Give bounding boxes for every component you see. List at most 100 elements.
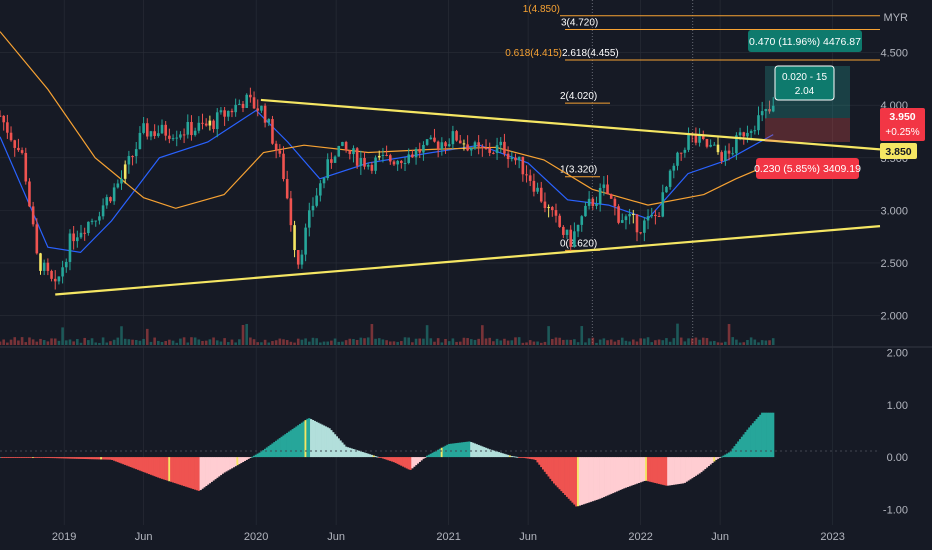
volume-bar [142, 338, 145, 345]
candle-body [569, 229, 573, 247]
trendline-price-label[interactable]: 3.850 [880, 143, 917, 159]
histogram-bar [333, 434, 337, 458]
histogram-bar [230, 457, 234, 469]
candle-body [9, 132, 13, 141]
candle-body [514, 157, 517, 161]
candle-body [17, 147, 20, 151]
volume-bar [61, 327, 64, 345]
histogram-bar [407, 457, 410, 470]
histogram-bar [387, 457, 390, 461]
histogram-bar [770, 412, 773, 458]
histogram-bar [551, 457, 554, 482]
candle-body [326, 159, 329, 179]
histogram-bar [293, 427, 296, 458]
candle-body [407, 154, 411, 164]
histogram-bar [628, 457, 631, 487]
histogram-bar [532, 457, 535, 460]
measure-range-sub: 2.04 [795, 86, 815, 97]
volume-bar [79, 342, 83, 345]
fib-level-label: 1(4.850) [523, 4, 560, 15]
candle-body [160, 124, 164, 134]
candle-body [436, 141, 440, 150]
candle-body [226, 110, 230, 117]
trendline[interactable] [260, 98, 881, 151]
measure-top[interactable]: 0.470 (11.96%) 4476.87 [748, 30, 862, 52]
volume-bar [447, 341, 451, 345]
histogram-bar [685, 457, 688, 482]
candle-body [771, 105, 775, 112]
histogram-bar [138, 457, 142, 471]
candle-body [101, 205, 105, 217]
histogram-bar [37, 457, 40, 458]
histogram-bar [400, 457, 403, 466]
candle-body [440, 142, 444, 150]
histogram-bar [67, 457, 70, 459]
histogram-bar [206, 457, 210, 485]
histogram-bar [582, 457, 585, 505]
histogram-bar [78, 457, 81, 459]
histogram-bar [337, 438, 340, 458]
histogram-bar [599, 457, 602, 499]
volume-bar [131, 339, 134, 345]
histogram-bar [575, 457, 578, 507]
histogram-bar [65, 457, 68, 459]
histogram-bar [171, 457, 175, 483]
histogram-bar [641, 457, 644, 482]
histogram-bar [195, 457, 199, 491]
volume-bar [197, 339, 201, 345]
volume-bar [698, 339, 701, 345]
candle-body [444, 142, 447, 147]
candle-body [738, 132, 742, 136]
volume-bar [661, 340, 665, 345]
histogram-bar [273, 442, 276, 458]
volume-bar [127, 339, 131, 345]
histogram-bar [13, 457, 16, 458]
histogram-bar [519, 457, 523, 458]
histogram-bar [116, 457, 119, 463]
candle-body [2, 115, 5, 123]
histogram-bar [416, 457, 420, 464]
histogram-bar [247, 457, 250, 459]
candle-body [536, 187, 539, 192]
volume-bar [735, 339, 738, 345]
histogram-bar [149, 457, 153, 475]
histogram-bar [669, 457, 672, 486]
candle-body [256, 108, 260, 111]
trendline[interactable] [55, 225, 881, 296]
fib-level-label: 3(4.720) [561, 17, 598, 28]
histogram-bar [76, 457, 79, 459]
histogram-bar [643, 457, 646, 481]
candle-body [0, 115, 2, 117]
histogram-bar [0, 457, 2, 458]
histogram-bar [252, 455, 256, 458]
candle-body [624, 216, 628, 221]
volume-bar [153, 337, 156, 345]
measure-range[interactable]: 0.020 - 15 2.04 [765, 65, 850, 142]
last-price-label[interactable]: 3.950 +0.25% [880, 108, 925, 141]
volume-bar [510, 340, 514, 345]
candle-body [333, 156, 337, 163]
histogram-bar [707, 457, 710, 467]
volume-bar [466, 338, 469, 345]
volume-bar [17, 340, 20, 345]
volume-bar [285, 340, 289, 345]
histogram-bar [547, 457, 550, 477]
histogram-bar [484, 447, 488, 458]
histogram-bar [125, 457, 129, 466]
histogram-bar [136, 457, 140, 470]
histogram-bar [529, 457, 532, 459]
histogram-bar [691, 457, 694, 479]
volume-bar [252, 339, 256, 345]
measure-bottom[interactable]: 0.230 (5.85%) 3409.19 [754, 158, 861, 179]
histogram-bar [197, 457, 200, 491]
histogram-bar [151, 457, 154, 476]
x-tick-label: 2021 [436, 531, 460, 543]
histogram-bar [424, 457, 427, 458]
volume-bar [565, 339, 569, 345]
histogram-bar [433, 451, 436, 458]
histogram-bar [131, 457, 134, 468]
histogram-bar [50, 457, 53, 459]
volume-bar [319, 342, 322, 345]
volume-bar [83, 337, 86, 345]
